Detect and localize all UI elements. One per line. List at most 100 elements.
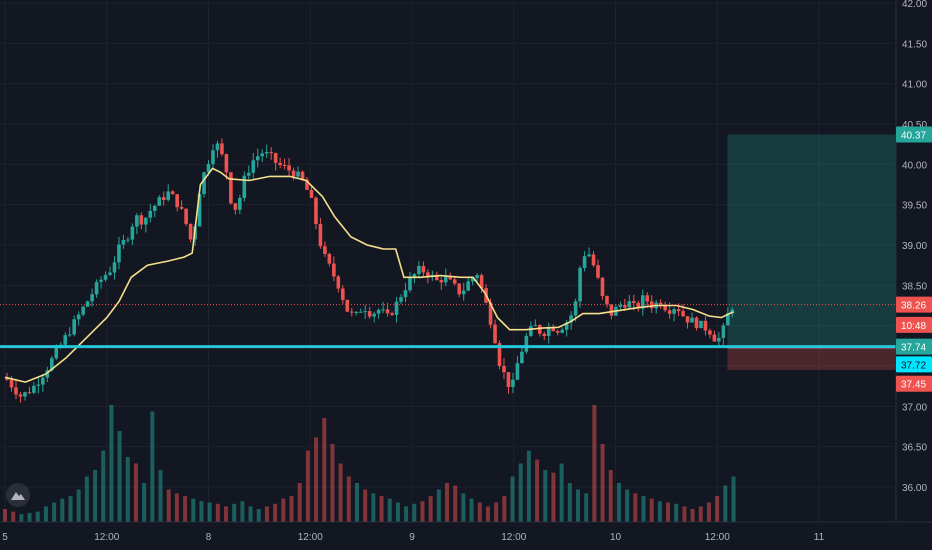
candle-body (54, 347, 59, 359)
price-tick-label: 39.50 (902, 201, 927, 212)
volume-bar (469, 498, 474, 522)
price-tick-label: 36.00 (902, 483, 927, 494)
candle-body (470, 278, 475, 282)
candle-body (497, 343, 502, 366)
candle-body (730, 309, 735, 314)
candle-body (135, 215, 139, 227)
volume-bar (420, 501, 425, 522)
candle-body (551, 326, 556, 332)
candle-body (14, 387, 18, 395)
candle-body (435, 274, 439, 281)
volume-bar (543, 470, 548, 522)
candle-body (278, 162, 282, 165)
candle-body (618, 305, 623, 307)
volume-bar (35, 511, 40, 522)
volume-bar (363, 489, 368, 522)
stop-zone (727, 346, 896, 371)
time-tick-label: 12:00 (501, 532, 526, 543)
candle-body (587, 254, 591, 257)
volume-bar (43, 506, 48, 522)
volume-bar (3, 509, 7, 522)
volume-bar (674, 503, 679, 522)
candle-body (582, 256, 587, 268)
candle-body (224, 154, 229, 173)
tradingview-logo-icon[interactable] (6, 483, 30, 507)
candle-body (439, 280, 444, 283)
target-zone (727, 134, 896, 347)
candle-body (144, 217, 148, 225)
candle-body (632, 301, 636, 303)
candle-body (273, 153, 278, 163)
volume-bar (166, 489, 171, 522)
volume-bar (52, 502, 57, 522)
candle-body (475, 275, 479, 279)
candle-body (327, 253, 332, 264)
candle-body (215, 143, 220, 151)
volume-bar (576, 489, 581, 522)
candle-body (300, 171, 305, 180)
candle-body (332, 263, 336, 277)
candle-body (81, 306, 85, 315)
candle-body (645, 295, 650, 302)
candle-body (309, 189, 314, 198)
candle-body (269, 152, 273, 154)
volume-bar (698, 506, 703, 522)
volume-bar (109, 405, 114, 522)
price-tag-label: 37.72 (901, 360, 926, 371)
candle-body (63, 335, 68, 345)
volume-bar (404, 506, 409, 522)
candle-body (596, 265, 600, 278)
volume-bar (625, 489, 630, 522)
price-tick-label: 38.50 (902, 281, 927, 292)
candle-body (466, 281, 470, 291)
volume-bar (453, 485, 458, 522)
time-axis[interactable]: 5 12:00 8 12:00 9 12:00 10 12:00 11 (0, 521, 932, 550)
volume-bar (289, 496, 294, 522)
volume-bar (723, 485, 728, 522)
volume-bar (240, 501, 245, 522)
candle-body (703, 320, 708, 331)
price-tick-label: 42.00 (902, 0, 927, 10)
candle-body (32, 385, 36, 393)
volume-bar (183, 496, 188, 522)
candle-body (663, 305, 667, 311)
time-tick-label: 12:00 (298, 532, 323, 543)
candle-body (721, 325, 726, 338)
candle-body (23, 392, 27, 397)
candle-body (667, 310, 672, 314)
candle-body (479, 275, 484, 289)
volume-bar (174, 493, 179, 522)
volume-bar (535, 459, 540, 522)
candle-body (511, 379, 515, 387)
volume-bar (706, 502, 711, 522)
candle-body (600, 277, 605, 297)
candle-body (296, 171, 300, 177)
volume-bar (387, 498, 392, 522)
volume-bar (682, 506, 687, 522)
volume-bar (502, 496, 507, 522)
candle-body (515, 363, 520, 380)
volume-bar (649, 498, 654, 522)
volume-bar (199, 501, 204, 522)
candle-body (488, 302, 493, 325)
volume-bar (224, 506, 229, 522)
price-axis[interactable]: 36.0036.5037.0037.5038.0038.5039.0039.50… (895, 0, 932, 550)
candle-body (694, 317, 699, 329)
volume-bar (395, 502, 400, 522)
candle-body (349, 311, 354, 313)
volume-bar (264, 506, 269, 522)
candle-body (502, 365, 506, 373)
candle-body (76, 314, 81, 320)
volume-bar (690, 509, 695, 522)
volume-bar (715, 496, 720, 522)
volume-bar (379, 496, 384, 522)
volume-bar (150, 411, 155, 522)
candle-body (229, 172, 233, 204)
time-axis-background (0, 522, 932, 550)
time-tick-label: 11 (814, 532, 825, 543)
volume-bar (305, 450, 310, 522)
candle-body (381, 309, 385, 311)
candle-body (417, 265, 421, 275)
volume-bar (600, 444, 605, 522)
